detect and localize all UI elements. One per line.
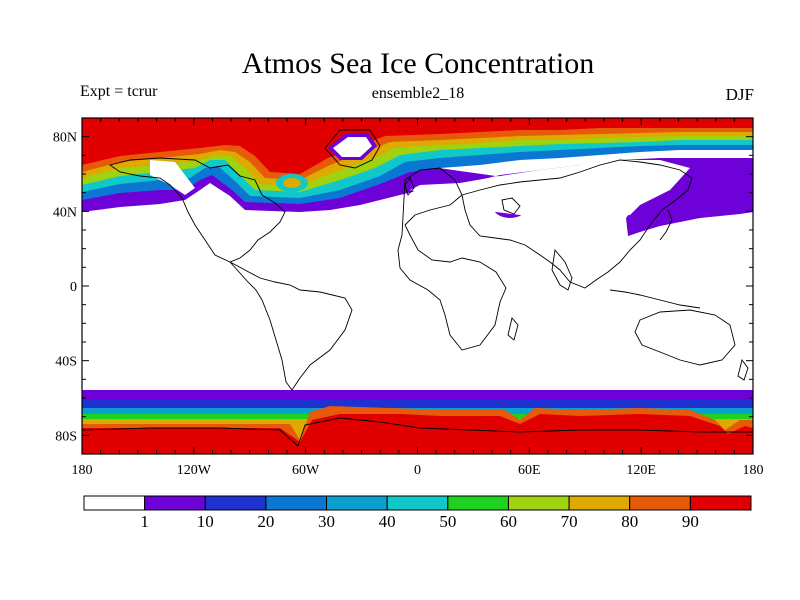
lat-tick-label: 80N bbox=[53, 131, 77, 146]
colorbar-swatch bbox=[144, 495, 206, 511]
axis-ticks bbox=[81, 117, 754, 455]
colorbar-swatch bbox=[447, 495, 509, 511]
colorbar-swatch bbox=[326, 495, 388, 511]
colorbar-label: 70 bbox=[561, 512, 578, 531]
season-label: DJF bbox=[725, 85, 754, 104]
lon-tick-label: 120E bbox=[626, 463, 656, 478]
colorbar-label: 50 bbox=[439, 512, 456, 531]
lat-tick-label: 40N bbox=[53, 205, 77, 220]
lon-tick-label: 120W bbox=[177, 463, 212, 478]
coastlines bbox=[82, 129, 753, 447]
arctic-sea-ice bbox=[82, 118, 753, 236]
lon-tick-label: 60W bbox=[292, 463, 320, 478]
map-title: Atmos Sea Ice Concentration bbox=[241, 47, 595, 80]
colorbar-swatch bbox=[629, 495, 691, 511]
ensemble-label: ensemble2_18 bbox=[371, 85, 465, 102]
lat-tick-label: 80S bbox=[55, 429, 77, 444]
latitude-labels: 80N 40N 0 40S 80S bbox=[53, 131, 77, 445]
lon-tick-label: 180 bbox=[743, 463, 764, 478]
colorbar bbox=[83, 495, 752, 511]
colorbar-label: 10 bbox=[197, 512, 214, 531]
antarctic-sea-ice bbox=[82, 390, 753, 454]
lon-tick-label: 180 bbox=[72, 463, 93, 478]
colorbar-label: 20 bbox=[257, 512, 274, 531]
colorbar-label: 1 bbox=[140, 512, 149, 531]
sea-ice-map bbox=[82, 118, 753, 454]
experiment-label: Expt = tcrur bbox=[80, 83, 158, 100]
colorbar-swatch bbox=[568, 495, 631, 511]
colorbar-label: 60 bbox=[500, 512, 517, 531]
longitude-labels: 180 120W 60W 0 60E 120E 180 bbox=[72, 463, 764, 478]
lat-tick-label: 40S bbox=[55, 355, 77, 370]
colorbar-label: 30 bbox=[318, 512, 335, 531]
colorbar-swatch bbox=[386, 495, 449, 511]
colorbar-label: 80 bbox=[621, 512, 638, 531]
colorbar-swatch bbox=[265, 495, 328, 511]
colorbar-swatch bbox=[83, 495, 146, 511]
colorbar-label: 40 bbox=[379, 512, 396, 531]
colorbar-labels: 1 10 20 30 40 50 60 70 80 90 bbox=[140, 512, 698, 531]
lon-tick-label: 60E bbox=[518, 463, 541, 478]
colorbar-label: 90 bbox=[682, 512, 699, 531]
lat-tick-label: 0 bbox=[70, 280, 77, 295]
colorbar-swatch bbox=[204, 495, 267, 511]
colorbar-swatch bbox=[507, 495, 570, 511]
colorbar-swatch bbox=[689, 495, 752, 511]
lon-tick-label: 0 bbox=[414, 463, 421, 478]
